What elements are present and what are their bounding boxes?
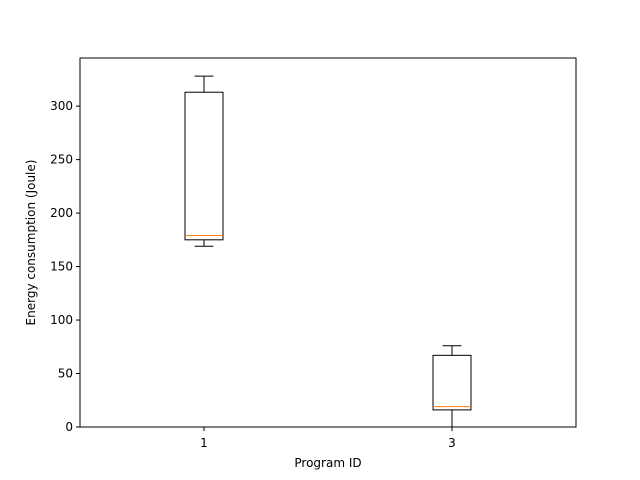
x-tick-label: 3	[448, 436, 456, 450]
y-tick-label: 50	[58, 367, 73, 381]
box-group-1	[184, 75, 224, 247]
plot-area-frame	[79, 57, 577, 428]
boxes-layer	[184, 75, 472, 428]
y-tick-label: 250	[50, 153, 73, 167]
y-tick-label: 150	[50, 260, 73, 274]
box-iqr	[432, 354, 472, 411]
y-axis-label: Energy consumption (Joule)	[24, 160, 38, 326]
x-axis-label: Program ID	[294, 456, 361, 470]
y-tick-label: 100	[50, 313, 73, 327]
box-iqr	[184, 91, 224, 241]
y-tick-label: 0	[65, 420, 73, 434]
y-tick-label: 200	[50, 206, 73, 220]
y-tick-label: 300	[50, 99, 73, 113]
y-axis-ticks: 0 50 100 150 200 250 300	[50, 99, 80, 434]
x-tick-label: 1	[200, 436, 208, 450]
